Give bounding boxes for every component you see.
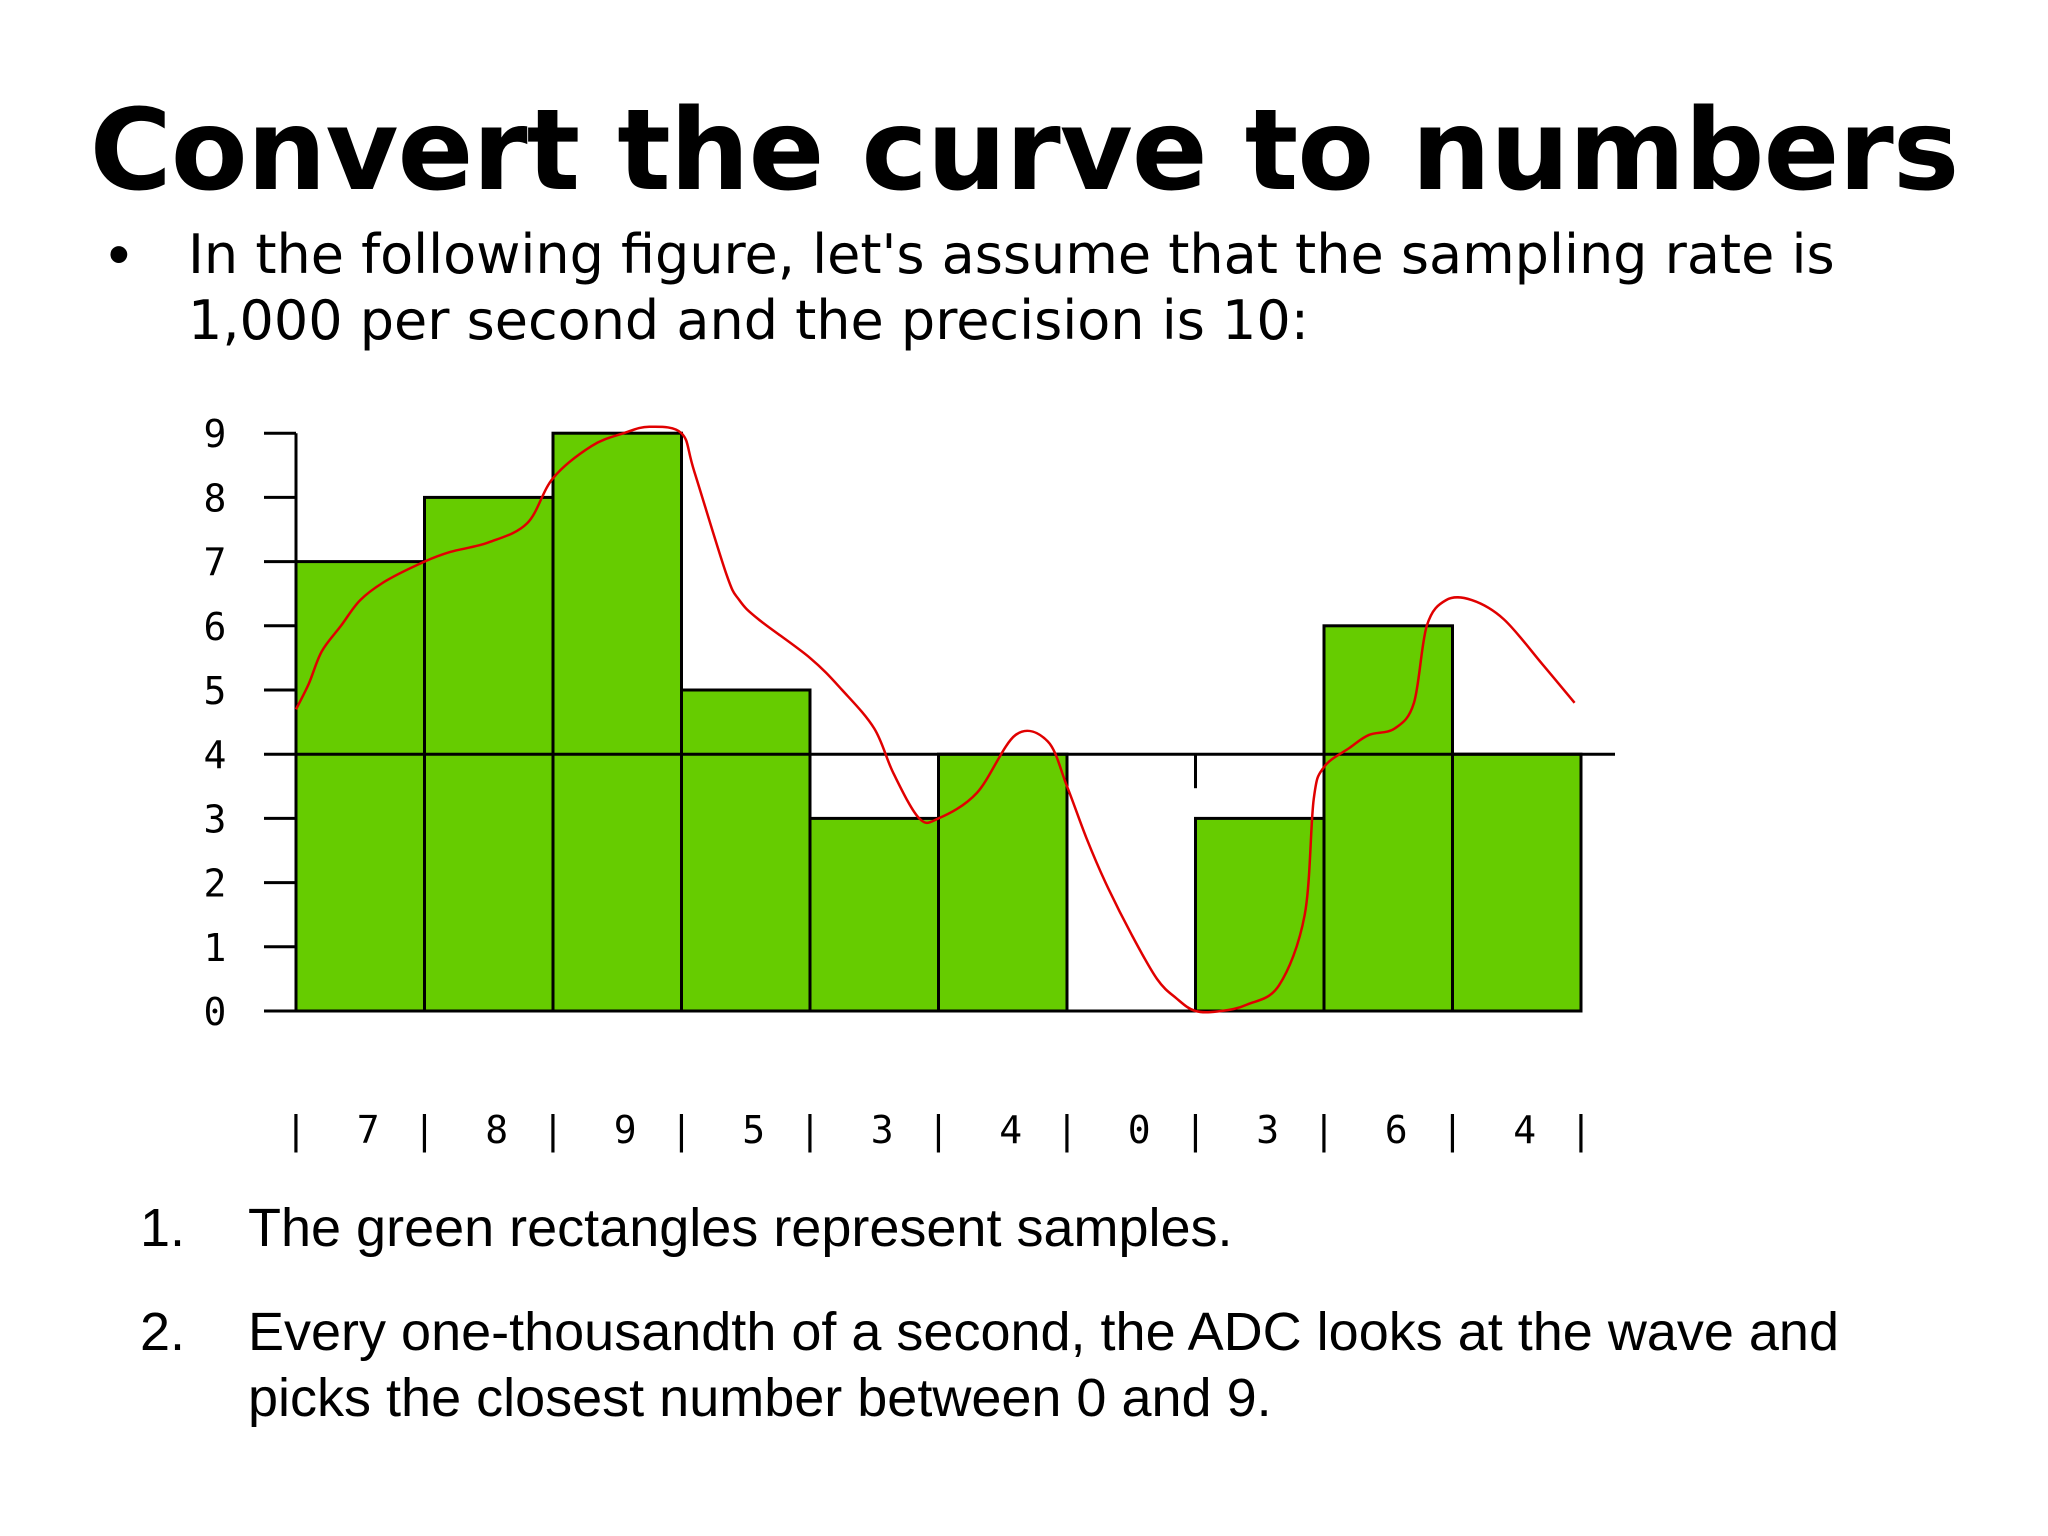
bar [1451, 752, 1583, 1013]
bullet-dot: • [108, 220, 130, 289]
sample-value-label: 3 [871, 1108, 894, 1152]
sample-value-label: 7 [357, 1108, 380, 1152]
sample-value-label: 9 [614, 1108, 637, 1152]
sample-separator: | [285, 1108, 308, 1153]
sample-separator: | [413, 1108, 436, 1153]
sample-separator: | [670, 1108, 693, 1153]
sample-separator: | [1313, 1108, 1336, 1153]
numbered-list: 1. The green rectangles represent sample… [140, 1195, 1940, 1439]
sample-value-label: 6 [1385, 1108, 1408, 1152]
y-tick-label: 0 [204, 990, 227, 1034]
y-tick-label: 4 [204, 733, 227, 777]
bar [294, 560, 426, 1013]
y-tick-label: 9 [204, 412, 227, 456]
axis-layer [264, 431, 1615, 1013]
labels-layer: 0 1 2 3 4 5 6 7 8 9 | | | | | | | | | | | 7 8 9 5 3 4 0 3 6 4 [204, 412, 1593, 1153]
bullet-text: In the following figure, let's assume th… [188, 223, 1835, 352]
y-tick-label: 1 [204, 926, 227, 970]
list-item: 2. Every one-thousandth of a second, the… [140, 1299, 1940, 1439]
sample-separator: | [1441, 1108, 1464, 1153]
sample-value-label: 3 [1256, 1108, 1279, 1152]
y-tick-label: 7 [204, 541, 227, 585]
sample-separator: | [1570, 1108, 1593, 1153]
list-item-number: 1. [140, 1198, 186, 1258]
bar [1322, 624, 1454, 1013]
y-tick-label: 5 [204, 669, 227, 713]
y-tick-label: 6 [204, 605, 227, 649]
y-tick-label: 2 [204, 862, 227, 906]
sample-separator: | [927, 1108, 950, 1153]
sample-separator: | [799, 1108, 822, 1153]
sample-value-label: 4 [999, 1108, 1022, 1152]
curve-layer [294, 425, 1576, 1014]
signal-curve [294, 425, 1576, 1014]
y-tick-label: 3 [204, 797, 227, 841]
bar [551, 431, 683, 1013]
list-item-text: The green rectangles represent samples. [248, 1198, 1233, 1258]
sample-value-label: 4 [1513, 1108, 1536, 1152]
sample-value-label: 5 [742, 1108, 765, 1152]
bar [1194, 816, 1326, 1013]
y-tick-label: 8 [204, 476, 227, 520]
bar [937, 752, 1069, 1013]
sample-separator: | [542, 1108, 565, 1153]
sample-value-label: 8 [485, 1108, 508, 1152]
sampling-chart: 0 1 2 3 4 5 6 7 8 9 | | | | | | | | | | | 7 8 9 5 3 4 0 3 6 4 [204, 412, 1615, 1153]
sample-separator: | [1056, 1108, 1079, 1153]
bar [680, 688, 812, 1013]
sample-value-label: 0 [1128, 1108, 1151, 1152]
bar [808, 816, 940, 1013]
slide-title: Convert the curve to numbers [89, 86, 1960, 216]
sample-separator: | [1184, 1108, 1207, 1153]
list-item-number: 2. [140, 1302, 186, 1362]
list-item: 1. The green rectangles represent sample… [140, 1195, 1940, 1299]
list-item-text: Every one-thousandth of a second, the AD… [248, 1302, 1839, 1428]
bars-layer [294, 431, 1583, 1013]
